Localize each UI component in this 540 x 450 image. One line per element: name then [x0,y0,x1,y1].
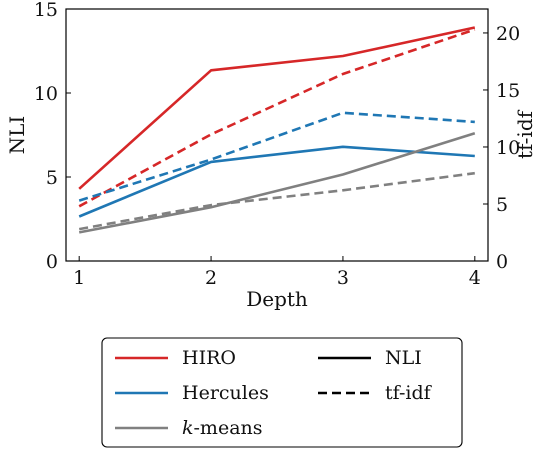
legend-label-kmeans-rest: -means [194,417,263,439]
y-right-axis-label: tf-idf [513,109,537,159]
series-hercules-nli [78,145,475,218]
series-k-means-tfidf [78,171,475,231]
y-left-axis-label: NLI [5,116,29,155]
series-layer [78,26,476,234]
legend-label-tfidf: tf-idf [385,382,433,404]
y-right-tick-label: 20 [496,23,520,45]
plot-area [65,8,489,262]
legend-label-hercules: Hercules [182,382,269,404]
y-right-tick-label: 5 [496,194,508,216]
series-hiro-nli [78,26,476,190]
legend-label-kmeans-italic: k [182,417,194,439]
series-k-means-nli [78,132,476,234]
x-axis-label: Depth [246,287,308,311]
y-left-tick-label: 5 [46,167,58,189]
x-tick-label: 2 [205,267,217,289]
plot-frame [65,8,489,262]
legend: HIRO Hercules k-means NLI tf-idf [101,337,463,448]
series-hiro-tfidf [78,28,476,208]
y-left-tick-label: 10 [34,83,58,105]
series-hercules-tfidf [78,111,475,202]
y-left-tick-label: 0 [46,251,58,273]
y-right-tick-label: 10 [496,137,520,159]
x-tick-label: 4 [469,267,481,289]
y-right-tick-label: 15 [496,80,520,102]
y-left-tick-label: 15 [34,0,58,21]
x-tick-label: 3 [337,267,349,289]
legend-label-kmeans: k-means [182,417,263,439]
legend-label-nli: NLI [385,347,422,369]
x-tick-label: 1 [73,267,85,289]
y-right-tick-label: 0 [496,251,508,273]
legend-box [101,337,463,448]
legend-label-hiro: HIRO [182,347,236,369]
